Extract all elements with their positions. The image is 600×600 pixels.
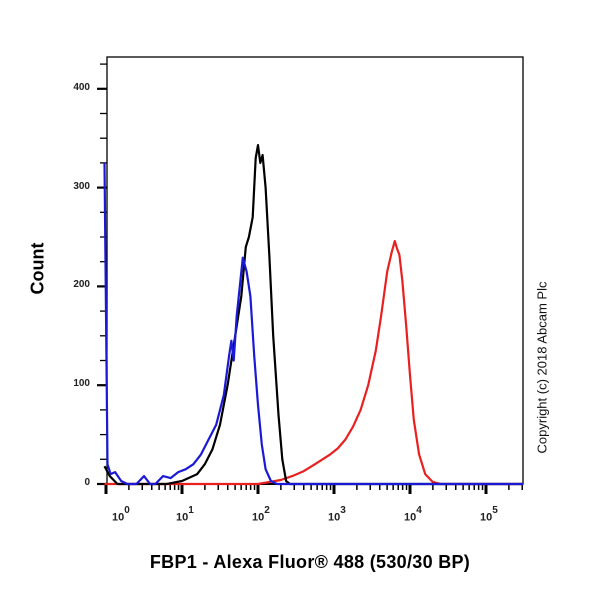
copyright-notice: Copyright (c) 2018 Abcam Plc xyxy=(534,281,550,454)
y-tick-label: 300 xyxy=(73,180,90,192)
y-tick-label: 0 xyxy=(84,477,90,488)
series-fbp1-stained- xyxy=(104,239,524,486)
x-tick-label: 105 xyxy=(480,505,498,524)
plot-frame xyxy=(106,56,524,485)
y-tick-label: 100 xyxy=(73,378,90,390)
series-unlabelled-control xyxy=(103,144,524,486)
x-tick-label: 103 xyxy=(328,505,346,524)
x-axis-ticks xyxy=(100,483,524,494)
y-tick-label: 400 xyxy=(73,81,90,93)
y-axis-label: Count xyxy=(27,242,48,295)
x-axis-label: FBP1 - Alexa Fluor® 488 (530/30 BP) xyxy=(149,552,471,572)
histogram-series xyxy=(103,144,524,486)
x-tick-label: 104 xyxy=(404,505,422,524)
series-isotype-control xyxy=(103,162,524,486)
x-tick-label: 100 xyxy=(112,505,130,524)
y-tick-label: 200 xyxy=(73,279,90,291)
x-tick-label: 102 xyxy=(252,505,270,524)
x-tick-label: 101 xyxy=(176,505,194,524)
